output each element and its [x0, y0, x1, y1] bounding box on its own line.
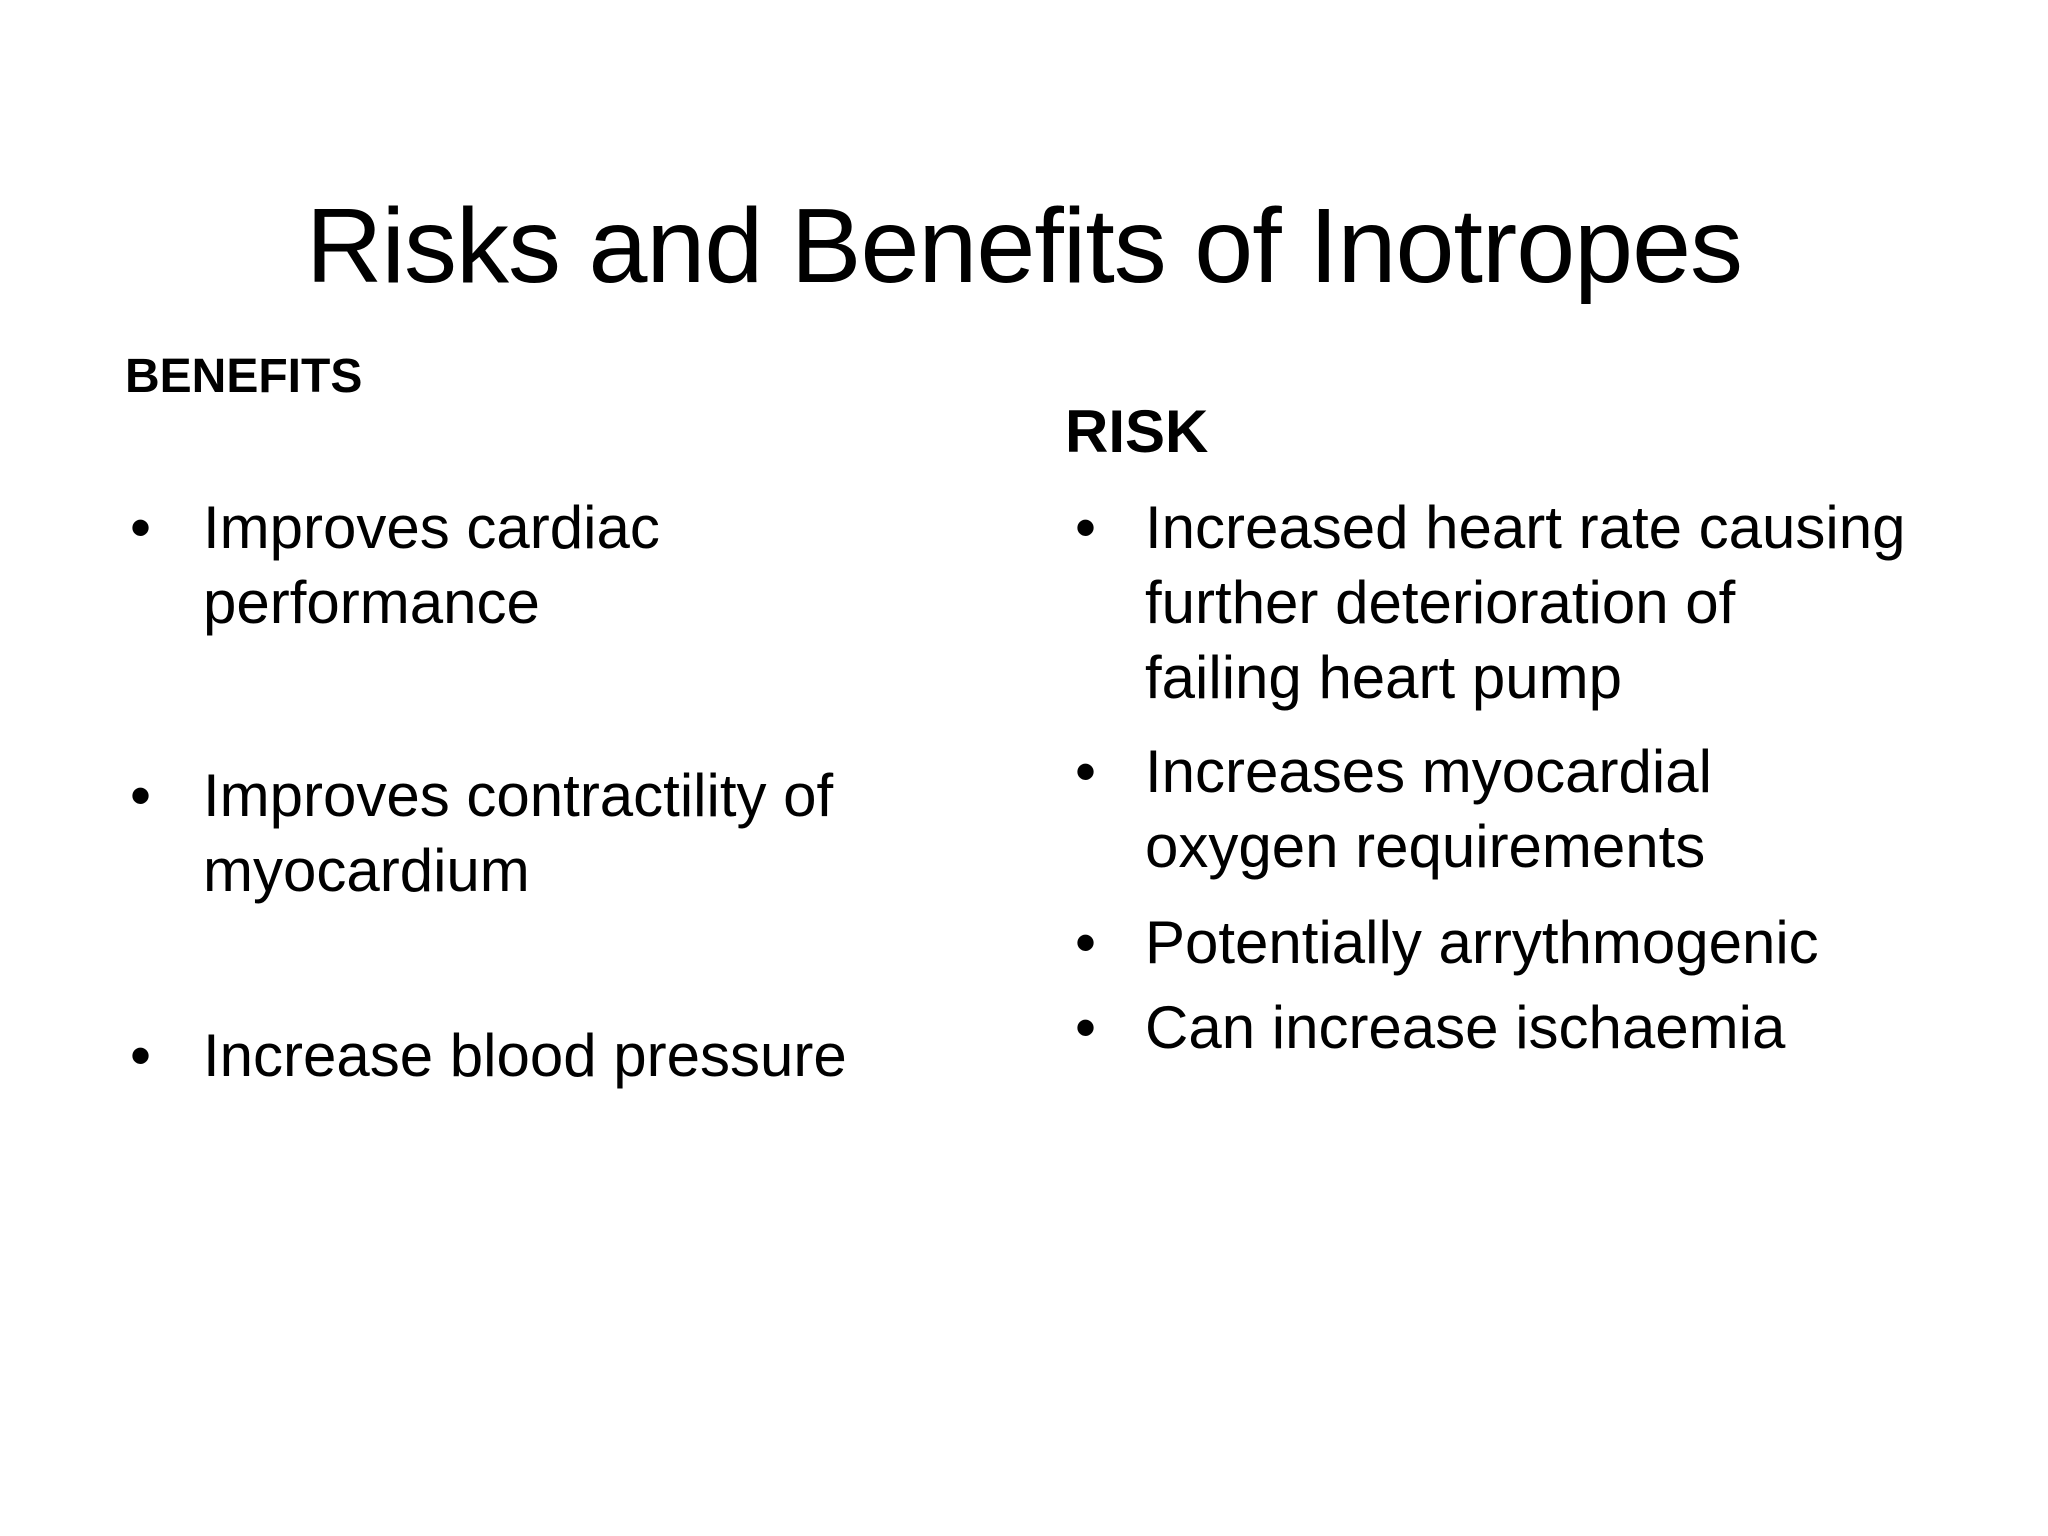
risk-item-2-line-1: Increases myocardial — [1145, 738, 1712, 805]
risk-item-1: • Increased heart rate causing further d… — [1075, 490, 1905, 715]
benefit-item-3: • Increase blood pressure — [130, 1018, 847, 1093]
risk-heading: RISK — [1065, 398, 1209, 465]
benefit-item-1-text: Improves cardiac performance — [203, 490, 660, 640]
bullet-icon: • — [130, 762, 152, 829]
risk-item-4-line-1: Can increase ischaemia — [1145, 994, 1786, 1061]
benefit-item-2-text: Improves contractility of myocardium — [203, 758, 833, 908]
risk-item-2-text: Increases myocardial oxygen requirements — [1145, 734, 1712, 884]
benefit-item-1-line-2: performance — [203, 569, 540, 636]
benefits-heading: BENEFITS — [125, 350, 363, 403]
bullet-icon: • — [130, 494, 152, 561]
risk-item-3: • Potentially arrythmogenic — [1075, 905, 1819, 980]
risk-item-3-line-1: Potentially arrythmogenic — [1145, 909, 1819, 976]
risk-item-4: • Can increase ischaemia — [1075, 990, 1785, 1065]
benefit-item-2: • Improves contractility of myocardium — [130, 758, 833, 908]
benefit-item-2-line-1: Improves contractility of — [203, 762, 834, 829]
risk-item-1-line-1: Increased heart rate causing — [1145, 494, 1906, 561]
benefit-item-2-line-2: myocardium — [203, 837, 530, 904]
risk-item-1-line-3: failing heart pump — [1145, 644, 1622, 711]
bullet-icon: • — [1075, 738, 1097, 805]
bullet-icon: • — [1075, 994, 1097, 1061]
risk-item-4-text: Can increase ischaemia — [1145, 990, 1785, 1065]
bullet-icon: • — [1075, 494, 1097, 561]
risk-item-3-text: Potentially arrythmogenic — [1145, 905, 1819, 980]
risk-item-1-line-2: further deterioration of — [1145, 569, 1736, 636]
slide-title: Risks and Benefits of Inotropes — [305, 187, 1743, 306]
risk-item-1-text: Increased heart rate causing further det… — [1145, 490, 1905, 715]
bullet-icon: • — [130, 1022, 152, 1089]
risk-item-2: • Increases myocardial oxygen requiremen… — [1075, 734, 1712, 884]
benefit-item-3-line-1: Increase blood pressure — [203, 1022, 847, 1089]
bullet-icon: • — [1075, 909, 1097, 976]
benefit-item-1-line-1: Improves cardiac — [203, 494, 660, 561]
benefit-item-1: • Improves cardiac performance — [130, 490, 660, 640]
benefit-item-3-text: Increase blood pressure — [203, 1018, 847, 1093]
risk-item-2-line-2: oxygen requirements — [1145, 813, 1706, 880]
